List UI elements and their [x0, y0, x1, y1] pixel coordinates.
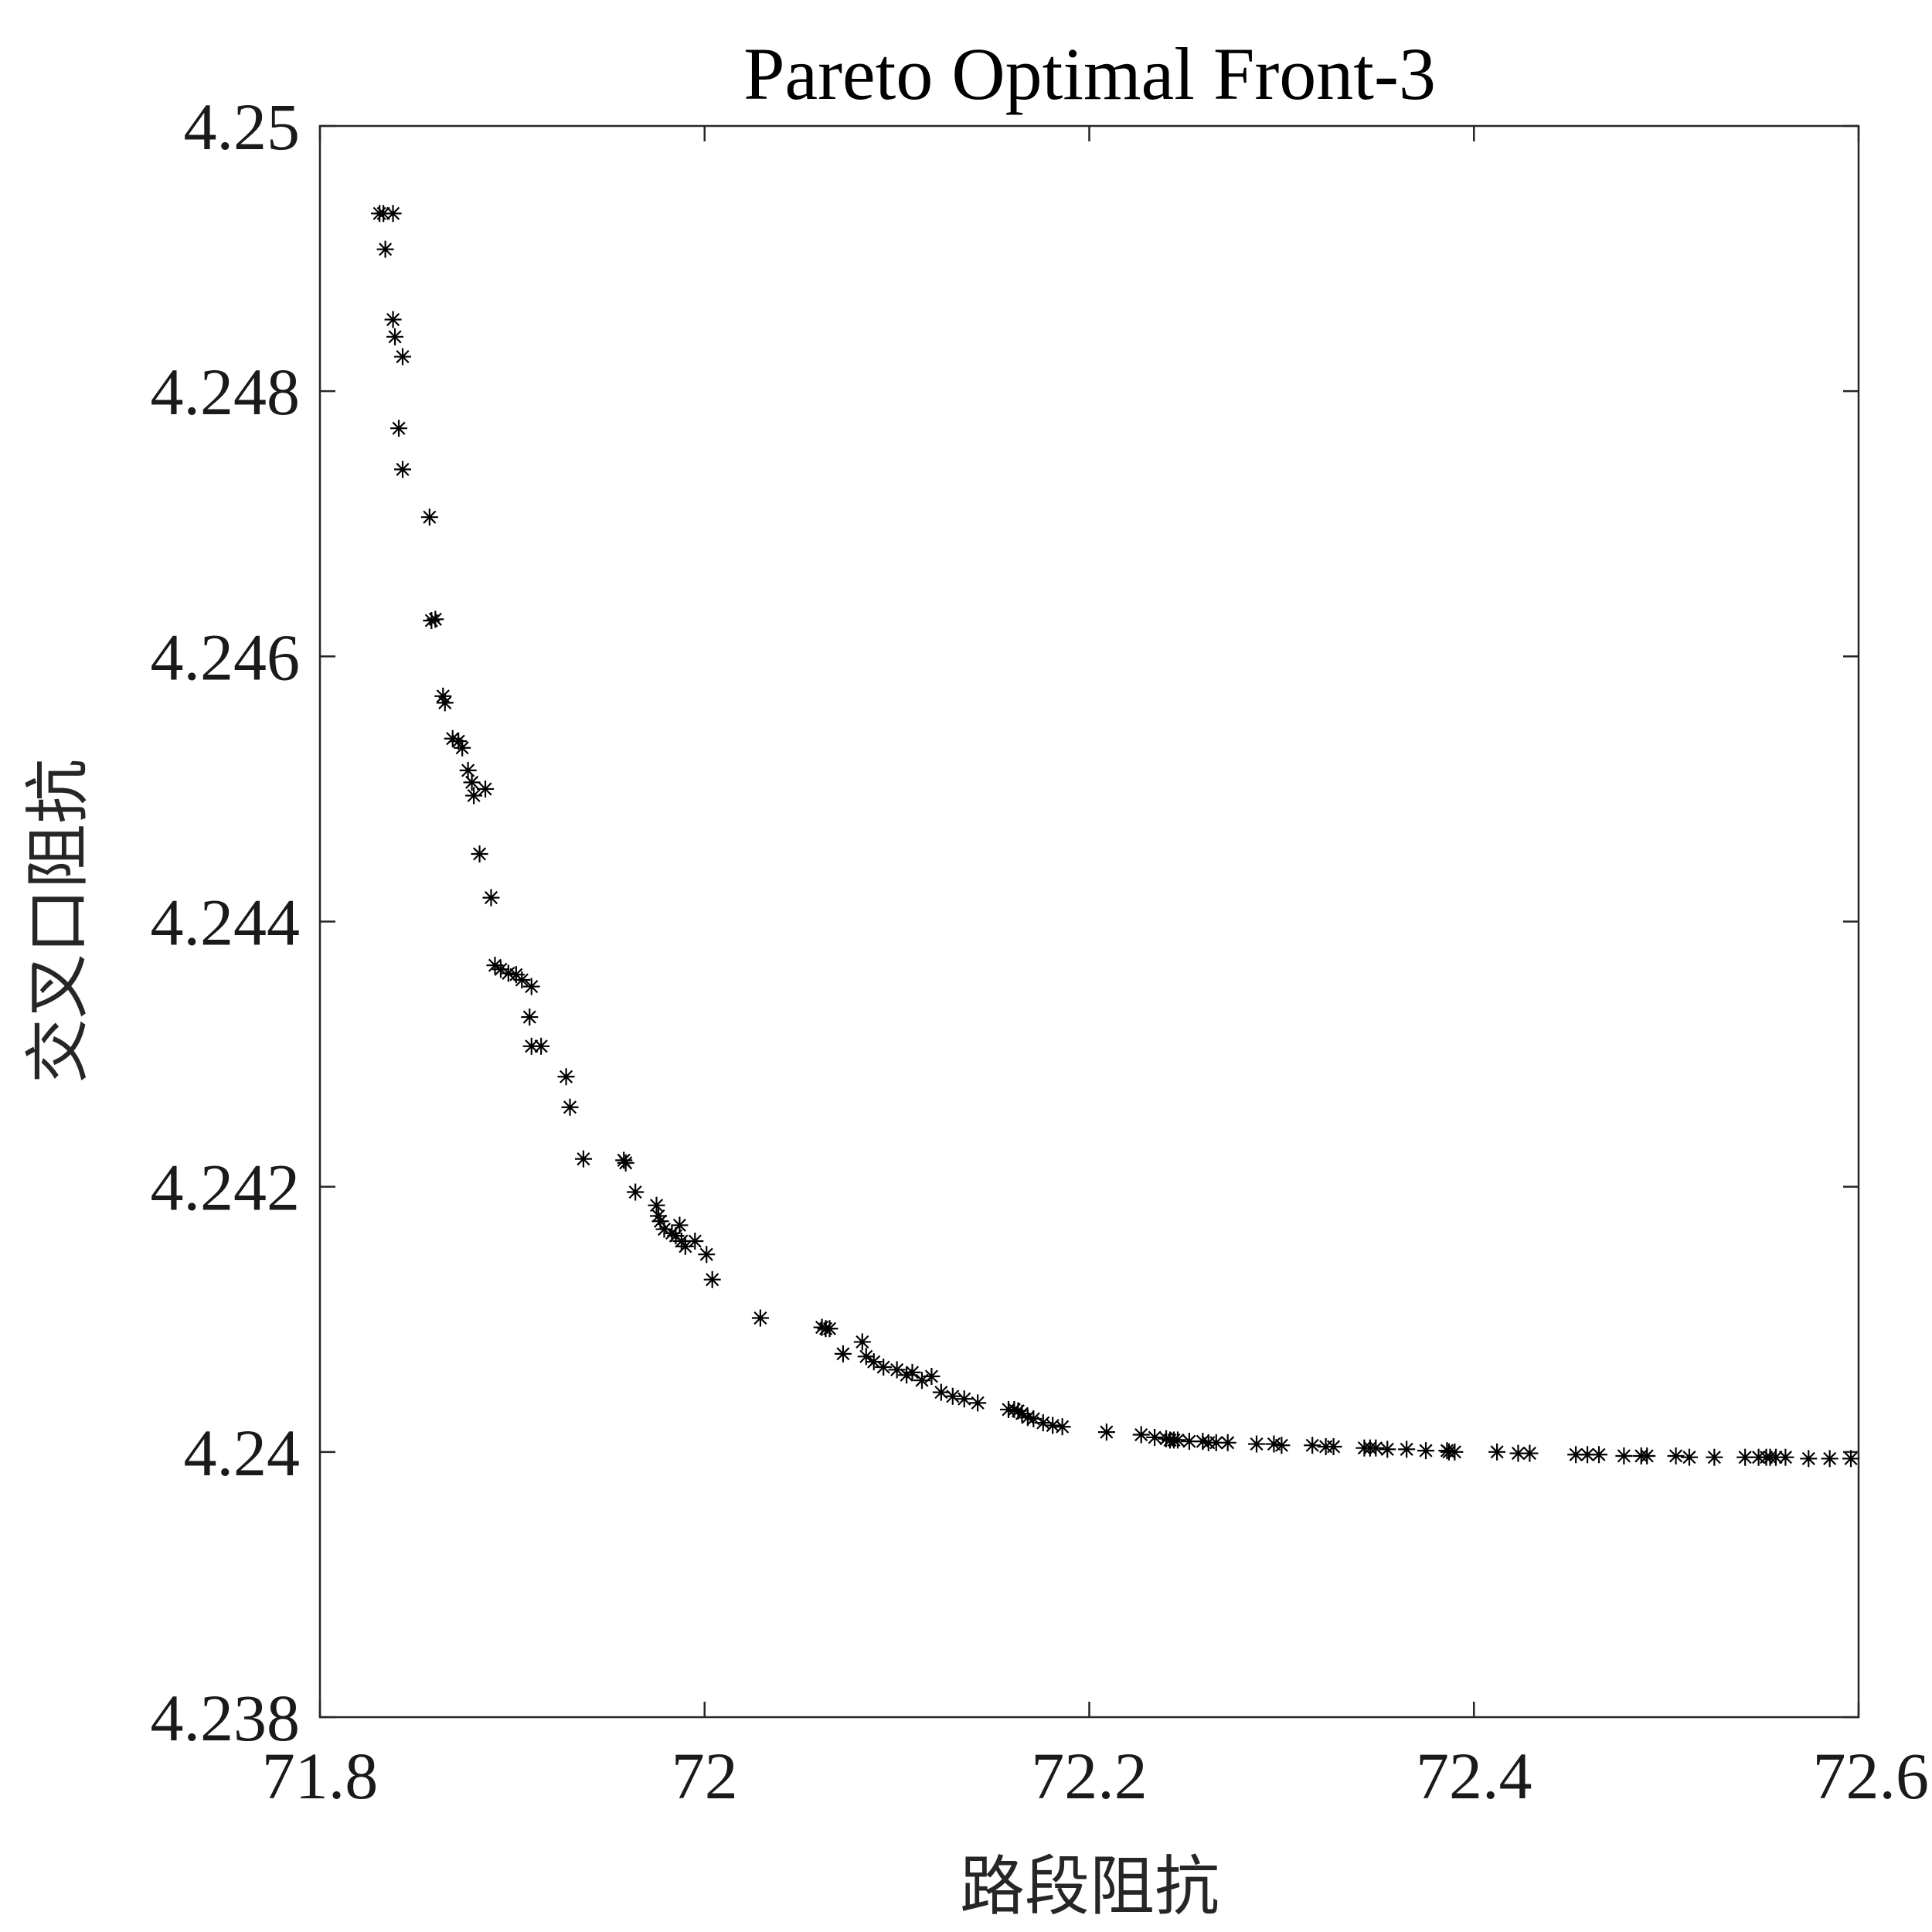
- data-point: [1304, 1437, 1321, 1454]
- data-point: [923, 1368, 940, 1386]
- y-axis-label: 交叉口阻抗: [20, 759, 96, 1083]
- plot-area-frame: [318, 124, 1860, 1719]
- data-point: [394, 348, 412, 366]
- data-point: [627, 1183, 645, 1201]
- data-point: [454, 739, 471, 757]
- data-point: [376, 240, 394, 258]
- data-point: [698, 1246, 716, 1264]
- data-point: [671, 1216, 689, 1234]
- y-tick-label: 4.25: [184, 90, 301, 164]
- x-axis-tick-labels: 71.8 72 72.2 72.4 72.6: [262, 1739, 1929, 1813]
- data-point: [1325, 1437, 1342, 1455]
- y-tick-label: 4.248: [151, 355, 301, 429]
- data-point: [1615, 1447, 1633, 1464]
- data-point: [875, 1359, 893, 1376]
- data-point: [1053, 1418, 1071, 1436]
- data-point: [477, 780, 495, 798]
- data-point: [1488, 1443, 1506, 1461]
- x-tick-label: 72.2: [1031, 1739, 1148, 1813]
- data-point: [955, 1390, 973, 1408]
- chart-title: Pareto Optimal Front-3: [743, 32, 1436, 115]
- data-point: [1777, 1448, 1794, 1466]
- x-tick-label: 72: [672, 1739, 738, 1813]
- data-point: [1521, 1444, 1539, 1462]
- data-point: [821, 1320, 838, 1338]
- data-point: [751, 1309, 769, 1327]
- data-point: [655, 1220, 673, 1238]
- data-point: [521, 1009, 539, 1026]
- data-point: [853, 1333, 871, 1351]
- data-point: [420, 509, 438, 526]
- data-point: [834, 1345, 852, 1362]
- data-point: [1590, 1446, 1608, 1464]
- data-point: [1680, 1448, 1698, 1466]
- data-point: [394, 461, 412, 478]
- data-point: [1044, 1417, 1062, 1434]
- x-axis-label: 路段阻抗: [960, 1849, 1219, 1924]
- y-tick-label: 4.246: [151, 620, 301, 694]
- data-point: [522, 978, 540, 995]
- data-point: [1638, 1447, 1656, 1464]
- data-point: [888, 1361, 906, 1379]
- data-point: [1034, 1414, 1052, 1432]
- data-point: [932, 1383, 950, 1401]
- data-point: [1219, 1434, 1236, 1451]
- data-point: [561, 1098, 579, 1116]
- data-point: [1379, 1440, 1396, 1458]
- data-point: [1821, 1450, 1838, 1468]
- data-point: [1706, 1448, 1723, 1466]
- y-axis-tick-labels: 4.238 4.24 4.242 4.244 4.246 4.248 4.25: [151, 90, 301, 1755]
- y-tick-label: 4.24: [184, 1416, 301, 1490]
- data-point: [532, 1037, 550, 1055]
- data-point: [1800, 1450, 1818, 1468]
- data-point: [557, 1068, 575, 1086]
- data-point: [375, 205, 393, 223]
- data-point: [1417, 1442, 1435, 1460]
- data-point: [390, 420, 408, 437]
- data-point: [686, 1233, 704, 1250]
- y-tick-label: 4.238: [151, 1681, 301, 1755]
- data-point: [1097, 1423, 1115, 1441]
- data-point: [1842, 1450, 1860, 1468]
- data-point: [1132, 1426, 1150, 1444]
- data-point: [1248, 1435, 1266, 1453]
- data-point: [944, 1387, 961, 1405]
- data-point: [482, 889, 500, 906]
- data-point: [386, 328, 404, 345]
- data-point: [513, 971, 531, 988]
- data-point: [969, 1394, 987, 1412]
- data-point: [676, 1237, 694, 1255]
- data-point: [1367, 1439, 1385, 1457]
- data-point: [1446, 1443, 1464, 1461]
- y-tick-label: 4.244: [151, 886, 301, 960]
- data-point: [1168, 1431, 1186, 1449]
- data-point: [384, 205, 402, 223]
- axis-ticks: [318, 124, 1860, 1719]
- data-point: [1667, 1447, 1685, 1464]
- data-point: [1180, 1433, 1198, 1451]
- data-point: [384, 311, 402, 328]
- data-point: [436, 694, 454, 712]
- data-points: [371, 205, 1860, 1468]
- data-point: [1146, 1428, 1164, 1446]
- data-point: [903, 1363, 921, 1381]
- data-point: [1273, 1437, 1291, 1454]
- data-point: [427, 611, 444, 628]
- data-point: [865, 1353, 883, 1371]
- data-point: [1398, 1440, 1416, 1458]
- data-point: [465, 787, 483, 804]
- data-point: [459, 761, 477, 779]
- data-point: [574, 1150, 592, 1168]
- data-point: [648, 1196, 665, 1214]
- x-tick-label: 72.4: [1416, 1739, 1532, 1813]
- data-point: [463, 774, 481, 791]
- data-point: [471, 845, 488, 862]
- x-tick-label: 71.8: [262, 1739, 379, 1813]
- data-point: [617, 1154, 634, 1172]
- y-tick-label: 4.242: [151, 1151, 301, 1225]
- x-tick-label: 72.6: [1813, 1739, 1930, 1813]
- data-point: [703, 1270, 721, 1288]
